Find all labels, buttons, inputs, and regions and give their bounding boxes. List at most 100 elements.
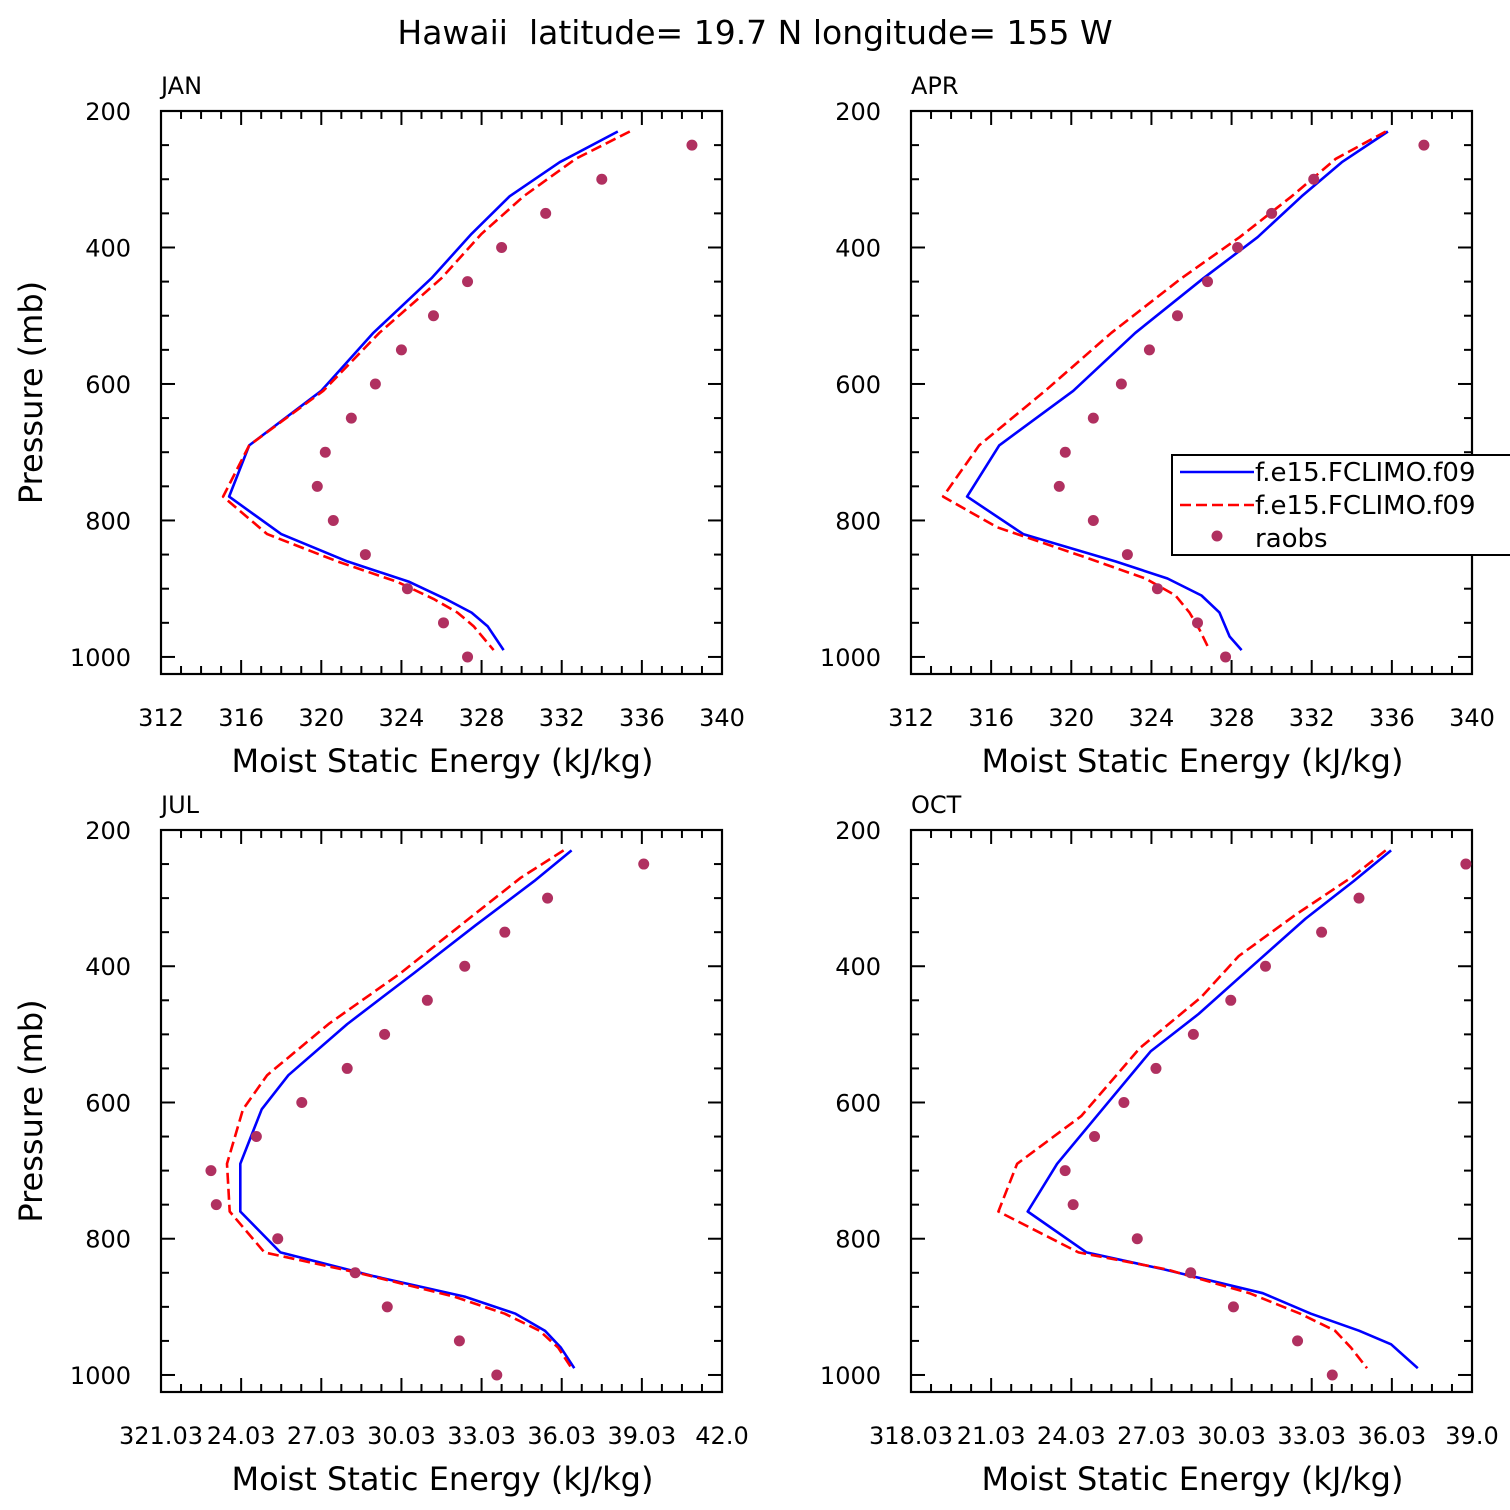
panel-label: JAN [159, 72, 202, 100]
raobs-point [638, 858, 650, 870]
y-tick-label: 600 [835, 1089, 881, 1117]
y-tick-label: 600 [85, 371, 131, 399]
panel-label: OCT [911, 791, 962, 819]
panel-jul: 321.03 24.03 27.03 30.03 33.03 36.03 39.03 42.0… [12, 791, 749, 1498]
legend-label: raobs [1255, 524, 1328, 554]
x-tick-label: 328 [459, 704, 505, 732]
raobs-point [296, 1096, 308, 1108]
series-line-dashed [221, 130, 631, 651]
raobs-point [459, 960, 471, 972]
raobs-point [1115, 378, 1127, 390]
x-tick-label: 336 [1369, 704, 1415, 732]
raobs-point [1118, 1096, 1130, 1108]
raobs-point [341, 1062, 353, 1074]
raobs-point [496, 241, 508, 253]
raobs-point [1171, 310, 1183, 322]
x-tick-label: 332 [539, 704, 585, 732]
x-tick-label: 30.03 [367, 1422, 436, 1450]
x-tick-label: 321.03 [119, 1422, 203, 1450]
panel-label: APR [911, 72, 959, 100]
x-tick-label: 324 [379, 704, 425, 732]
plot-frame [159, 828, 724, 1394]
y-tick-label: 400 [835, 234, 881, 262]
series-line-solid [239, 849, 576, 1369]
plot-frame [159, 109, 724, 676]
raobs-point [1326, 1369, 1338, 1381]
y-tick-label: 400 [835, 953, 881, 981]
raobs-point [1053, 480, 1065, 492]
raobs-point [401, 583, 413, 595]
raobs-point [1143, 344, 1155, 356]
x-tick-label: 336 [619, 704, 665, 732]
panel-jan: 312 316 320 324 328 332 336 340 200 400 600 800 1000… [12, 72, 745, 780]
raobs-point [1292, 1335, 1304, 1347]
x-tick-label: 36.03 [527, 1422, 596, 1450]
raobs-point [1087, 412, 1099, 424]
raobs-point [359, 549, 371, 561]
x-axis-label: Moist Static Energy (kJ/kg) [982, 1460, 1404, 1498]
legend-marker-dot [1211, 530, 1223, 542]
y-axis-label: Pressure (mb) [12, 999, 50, 1222]
raobs-point [1151, 583, 1163, 595]
raobs-point [540, 207, 552, 219]
x-tick-label: 42.0 [695, 1422, 748, 1450]
raobs-point [1225, 994, 1237, 1006]
raobs-point [1353, 892, 1365, 904]
raobs-point [1067, 1199, 1079, 1211]
panel-apr: 312 316 320 324 328 332 336 340 200 400 600 800 1000… [820, 72, 1495, 780]
series-line-solid [227, 130, 619, 651]
x-tick-label: 340 [1449, 704, 1495, 732]
raobs-point [453, 1335, 465, 1347]
series-line-dashed [225, 849, 573, 1369]
y-tick-label: 800 [85, 507, 131, 535]
x-axis-label: Moist Static Energy (kJ/kg) [232, 1460, 654, 1498]
x-tick-label: 21.03 [957, 1422, 1026, 1450]
x-tick-label: 36.03 [1357, 1422, 1426, 1450]
y-tick-label: 400 [85, 234, 131, 262]
y-tick-label: 200 [85, 817, 131, 845]
raobs-point [1266, 207, 1278, 219]
raobs-point [462, 276, 474, 288]
panel-label: JUL [159, 791, 200, 819]
raobs-point [1316, 926, 1328, 938]
panel-oct: 318.03 21.03 24.03 27.03 30.03 33.03 36.03 39.0… [820, 791, 1499, 1498]
raobs-point [499, 926, 511, 938]
plot-frame [909, 828, 1474, 1394]
raobs-point [349, 1267, 361, 1279]
x-tick-label: 316 [968, 704, 1014, 732]
y-axis-label: Pressure (mb) [12, 281, 50, 504]
raobs-point [1187, 1028, 1199, 1040]
x-tick-label: 39.0 [1445, 1422, 1498, 1450]
raobs-point [542, 892, 554, 904]
y-tick-label: 800 [835, 507, 881, 535]
y-tick-label: 800 [85, 1226, 131, 1254]
chart-panels: 312 316 320 324 328 332 336 340 200 400 600 800 1000… [12, 72, 1499, 1498]
raobs-point [1059, 446, 1071, 458]
series-line-solid [1026, 849, 1419, 1370]
raobs-point [491, 1369, 503, 1381]
raobs-point [686, 139, 698, 151]
x-tick-label: 320 [298, 704, 344, 732]
y-tick-label: 1000 [820, 644, 881, 672]
raobs-point [345, 412, 357, 424]
x-tick-label: 27.03 [1117, 1422, 1186, 1450]
raobs-point [1418, 139, 1430, 151]
raobs-point [272, 1233, 284, 1245]
raobs-point [1131, 1233, 1143, 1245]
y-tick-label: 1000 [70, 1362, 131, 1390]
raobs-point [1059, 1165, 1071, 1177]
raobs-point [1308, 173, 1320, 185]
raobs-point [438, 617, 450, 629]
x-tick-label: 320 [1048, 704, 1094, 732]
raobs-point [319, 446, 331, 458]
y-tick-label: 200 [835, 817, 881, 845]
raobs-point [462, 651, 474, 663]
x-tick-label: 24.03 [207, 1422, 276, 1450]
raobs-point [311, 480, 323, 492]
raobs-point [1220, 651, 1232, 663]
x-tick-label: 33.03 [1277, 1422, 1346, 1450]
raobs-point [1460, 858, 1472, 870]
raobs-point [421, 994, 433, 1006]
x-axis-label: Moist Static Energy (kJ/kg) [982, 742, 1404, 780]
